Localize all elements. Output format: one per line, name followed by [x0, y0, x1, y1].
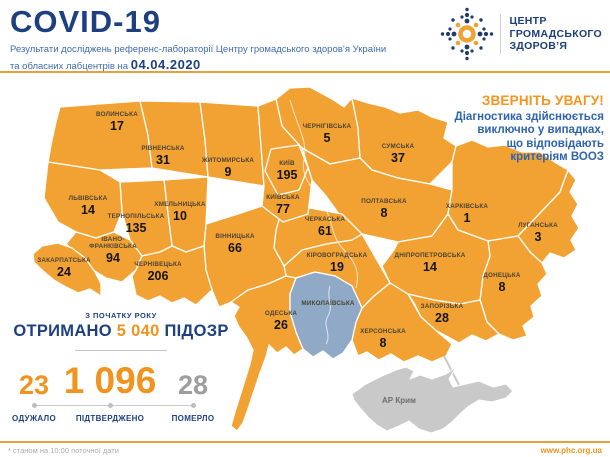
stats-panel: 23 1 096 28 ОДУЖАЛО ПІДТВЕРДЖЕНО ПОМЕРЛО [0, 358, 240, 430]
attention-line: що відповідають [506, 137, 604, 150]
subtitle-line2: та обласних лабцентрів на [10, 61, 131, 73]
recovered-count: 23 [18, 370, 50, 400]
footer-divider [0, 441, 610, 443]
region-shape-lviv [43, 161, 123, 239]
report-date: 04.04.2020 [130, 57, 201, 73]
attention-line: критеріям ВООЗ [510, 150, 604, 163]
suspects-badge: З ПОЧАТКУ РОКУ ОТРИМАНО 5 040 ПІДОЗР [10, 311, 232, 351]
stats-connector-line [34, 405, 193, 406]
suspects-divider [75, 350, 167, 351]
org-name-line1: ЦЕНТР [509, 15, 547, 28]
header: COVID-19 Результати досліджень референс-… [10, 4, 386, 74]
header-divider [0, 71, 610, 73]
died-label: ПОМЕРЛО [171, 414, 215, 423]
attention-line: виключно у випадках, [477, 124, 604, 137]
stats-dot [108, 403, 113, 408]
region-shape-mykolaiv [289, 271, 363, 360]
stats-dot [191, 403, 196, 408]
dnipro-river [289, 99, 359, 289]
region-shape-luhansk [517, 169, 580, 264]
subtitle: Результати досліджень референс-лаборатор… [10, 43, 386, 74]
recovered-label: ОДУЖАЛО [12, 414, 56, 423]
died-count: 28 [177, 370, 209, 400]
confirmed-count: 1 096 [63, 360, 157, 401]
org-name-line2: ГРОМАДСЬКОГО [509, 27, 602, 40]
attention-line: Діагностика здійснюється [454, 111, 604, 123]
page-title: COVID-19 [10, 4, 161, 39]
org-logo: ЦЕНТР ГРОМАДСЬКОГО ЗДОРОВ’Я [438, 6, 602, 62]
org-name: ЦЕНТР ГРОМАДСЬКОГО ЗДОРОВ’Я [510, 15, 602, 53]
suspects-total: ОТРИМАНО 5 040 ПІДОЗР [10, 322, 232, 341]
attention-note: ЗВЕРНІТЬ УВАГУ! Діагностика здійснюється… [455, 93, 604, 164]
region-shape-crimea [351, 366, 514, 434]
starburst-logo-icon [440, 7, 493, 61]
logo-divider [499, 14, 501, 54]
region-shape-chernivtsi [131, 245, 213, 306]
crimea-label: АР Крим [382, 396, 416, 405]
region-shape-zakarpattia [32, 242, 102, 297]
footnote: * станом на 10:00 поточної дати [8, 446, 119, 455]
website-url: www.phc.org.ua [540, 446, 602, 455]
suspects-value: 5 040 [116, 322, 160, 340]
suspects-suffix: ПІДОЗР [164, 322, 229, 340]
suspects-caption: З ПОЧАТКУ РОКУ [85, 311, 157, 320]
attention-title: ЗВЕРНІТЬ УВАГУ! [481, 93, 604, 108]
region-shape-kyiv-city [264, 144, 309, 196]
region-shape-zaporizhzhia [407, 293, 500, 344]
confirmed-label: ПІДТВЕРДЖЕНО [75, 414, 145, 423]
suspects-prefix: ОТРИМАНО [13, 322, 112, 340]
org-name-line3: ЗДОРОВ’Я [509, 40, 568, 53]
subtitle-line1: Результати досліджень референс-лаборатор… [10, 44, 387, 55]
stats-dot [32, 403, 37, 408]
region-shape-volyn [47, 100, 153, 171]
region-shape-zhytomyr [199, 101, 265, 187]
buh-river [325, 285, 331, 345]
